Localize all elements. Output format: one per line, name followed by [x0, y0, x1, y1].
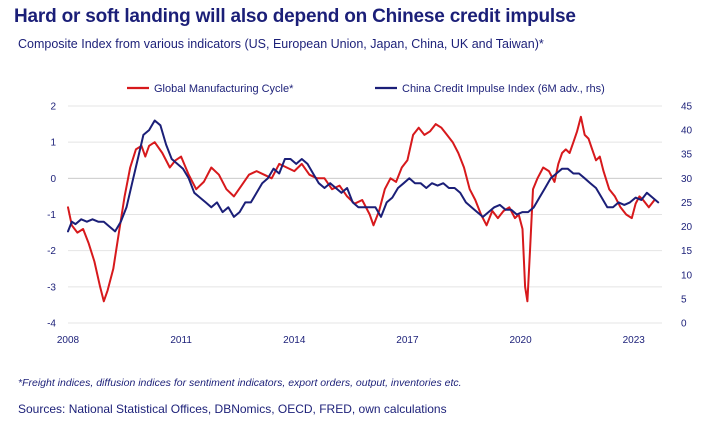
series-line-china-credit-impulse: [67, 119, 660, 233]
chart-subtitle: Composite Index from various indicators …: [18, 37, 544, 51]
y-left-tick-label: -4: [47, 319, 56, 330]
y-left-tick-label: -3: [47, 282, 56, 293]
gridlines: [68, 105, 662, 324]
x-tick-label: 2008: [57, 335, 80, 346]
x-tick-label: 2023: [623, 335, 646, 346]
y-right-tick-label: 10: [681, 270, 693, 281]
y-left-tick-label: 1: [50, 138, 56, 149]
legend-label: China Credit Impulse Index (6M adv., rhs…: [402, 83, 605, 95]
y-left-tick-label: 2: [50, 102, 56, 113]
sources-note: Sources: National Statistical Offices, D…: [18, 402, 447, 416]
legend: Global Manufacturing Cycle* China Credit …: [127, 83, 605, 95]
y-left-tick-label: -1: [47, 210, 56, 221]
y-left-tick-label: 0: [50, 174, 56, 185]
y-right-tick-label: 35: [681, 150, 693, 161]
y-right-tick-label: 40: [681, 126, 693, 137]
footnote: *Freight indices, diffusion indices for …: [18, 377, 462, 389]
legend-label: Global Manufacturing Cycle*: [154, 83, 294, 95]
y-right-tick-label: 5: [681, 294, 687, 305]
y-right-tick-label: 45: [681, 102, 693, 113]
series-lines: [67, 115, 660, 303]
chart-title: Hard or soft landing will also depend on…: [14, 6, 576, 27]
x-tick-label: 2017: [396, 335, 419, 346]
x-tick-label: 2014: [283, 335, 306, 346]
series-line-global-manufacturing-cycle: [67, 115, 656, 303]
y-right-tick-label: 20: [681, 222, 693, 233]
y-right-tick-label: 25: [681, 198, 693, 209]
y-right-tick-label: 0: [681, 319, 687, 330]
y-right-tick-label: 15: [681, 246, 693, 257]
y-left-tick-label: -2: [47, 246, 56, 257]
x-tick-label: 2020: [509, 335, 532, 346]
y-right-tick-label: 30: [681, 174, 693, 185]
x-tick-label: 2011: [170, 335, 192, 346]
